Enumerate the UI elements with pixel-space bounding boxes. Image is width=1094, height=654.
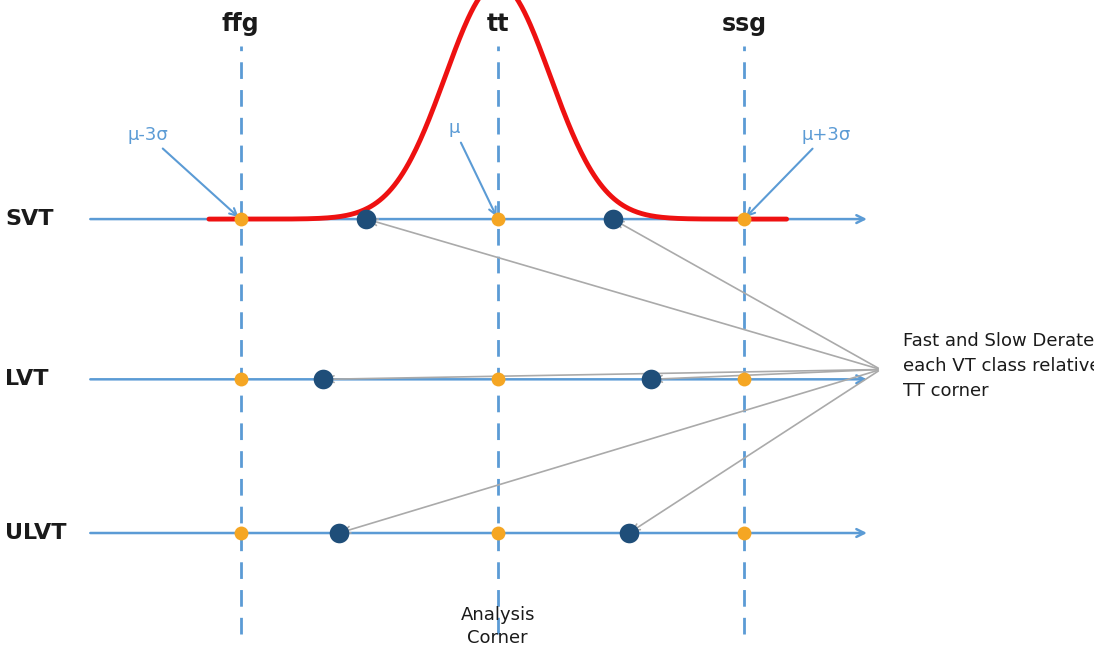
Point — [314, 374, 331, 385]
Text: Analysis
Corner: Analysis Corner — [461, 606, 535, 647]
Point — [358, 214, 375, 224]
Text: μ: μ — [449, 119, 496, 215]
Point — [489, 528, 507, 538]
Text: ULVT: ULVT — [5, 523, 67, 543]
Point — [604, 214, 621, 224]
Point — [232, 214, 249, 224]
Text: tt: tt — [487, 12, 509, 36]
Text: ffg: ffg — [222, 12, 259, 36]
Point — [735, 374, 753, 385]
Point — [232, 374, 249, 385]
Text: LVT: LVT — [5, 370, 49, 389]
Text: Fast and Slow Derates for
each VT class relative to
TT corner: Fast and Slow Derates for each VT class … — [903, 332, 1094, 400]
Point — [232, 528, 249, 538]
Point — [489, 214, 507, 224]
Point — [642, 374, 660, 385]
Point — [620, 528, 638, 538]
Text: SVT: SVT — [5, 209, 54, 229]
Point — [735, 214, 753, 224]
Text: ssg: ssg — [721, 12, 767, 36]
Point — [489, 374, 507, 385]
Point — [735, 528, 753, 538]
Text: μ-3σ: μ-3σ — [127, 126, 237, 216]
Text: μ+3σ: μ+3σ — [747, 126, 851, 215]
Point — [330, 528, 348, 538]
